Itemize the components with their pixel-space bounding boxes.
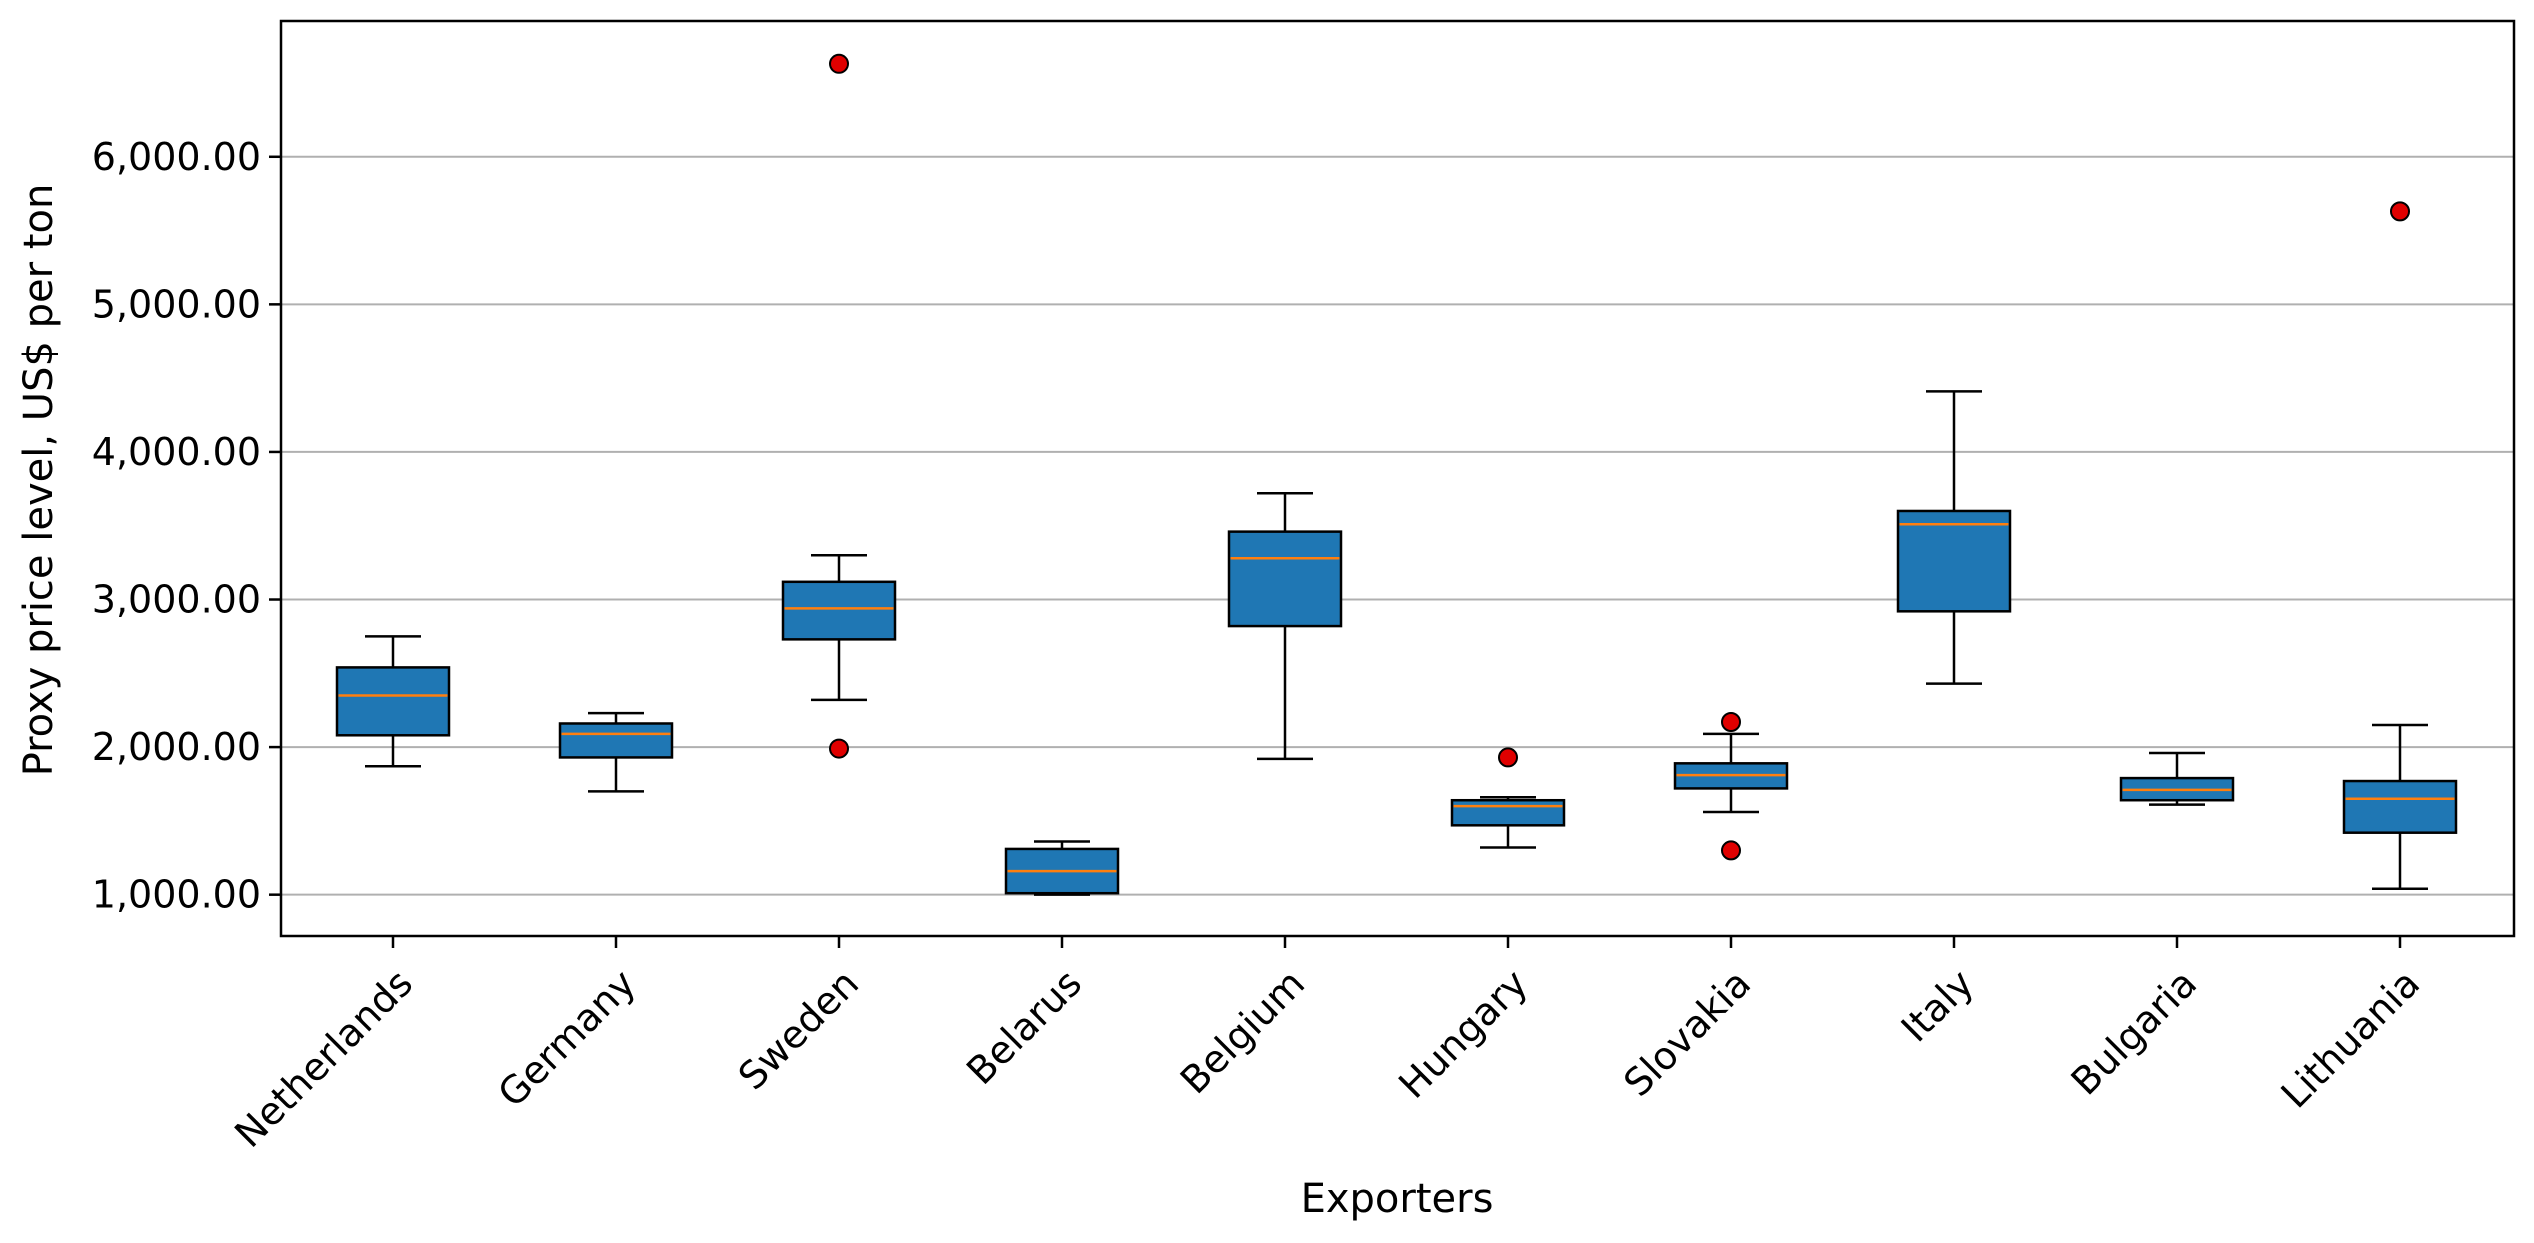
y-tick-label: 2,000.00 bbox=[92, 725, 261, 769]
box-iqr bbox=[781, 580, 897, 641]
y-tick-label: 6,000.00 bbox=[92, 135, 261, 179]
x-axis-title: Exporters bbox=[1301, 1176, 1494, 1222]
x-tick-label: Germany bbox=[490, 961, 645, 1116]
outlier-point bbox=[1721, 712, 1741, 733]
y-tick-label: 4,000.00 bbox=[92, 430, 261, 474]
outlier-point bbox=[1721, 840, 1741, 861]
axes: 1,000.00 2,000.00 3,000.00 4,000.00 5,000.00… bbox=[92, 135, 2428, 1156]
outlier-point bbox=[1498, 747, 1518, 768]
y-tick-label: 5,000.00 bbox=[92, 282, 261, 326]
box-group bbox=[781, 53, 897, 759]
box-group bbox=[1004, 840, 1120, 896]
x-tick-label: Belarus bbox=[958, 961, 1090, 1093]
x-tick-label: Bulgaria bbox=[2063, 961, 2206, 1104]
box-group bbox=[2119, 751, 2235, 806]
x-tick-label: Hungary bbox=[1390, 961, 1536, 1107]
outlier-point bbox=[829, 738, 849, 759]
box-group bbox=[1673, 712, 1789, 861]
outlier-point bbox=[2390, 201, 2410, 222]
x-tick-label: Lithuania bbox=[2273, 961, 2429, 1117]
box-group bbox=[1896, 390, 2012, 685]
y-tick-label: 3,000.00 bbox=[92, 578, 261, 622]
y-axis-title: Proxy price level, US$ per ton bbox=[16, 184, 62, 777]
box-iqr bbox=[558, 722, 674, 759]
box-iqr bbox=[335, 666, 451, 737]
box-iqr bbox=[1896, 509, 2012, 613]
box-group bbox=[558, 711, 674, 793]
plot-frame bbox=[279, 19, 2516, 938]
box-group bbox=[1227, 492, 1343, 761]
box-iqr bbox=[2342, 779, 2458, 834]
x-tick-label: Belgium bbox=[1172, 961, 1313, 1102]
box-group bbox=[335, 635, 451, 768]
x-tick-label: Slovakia bbox=[1615, 961, 1759, 1105]
box-iqr bbox=[1450, 798, 1566, 827]
outlier-point bbox=[829, 53, 849, 74]
box-group bbox=[1450, 747, 1566, 849]
x-tick-label: Sweden bbox=[730, 961, 867, 1098]
y-tick-label: 1,000.00 bbox=[92, 873, 261, 917]
x-tick-label: Italy bbox=[1893, 961, 1982, 1050]
x-tick-label: Netherlands bbox=[226, 961, 421, 1156]
plot-area bbox=[335, 53, 2458, 896]
box-iqr bbox=[1227, 530, 1343, 628]
box-group bbox=[2342, 201, 2458, 891]
